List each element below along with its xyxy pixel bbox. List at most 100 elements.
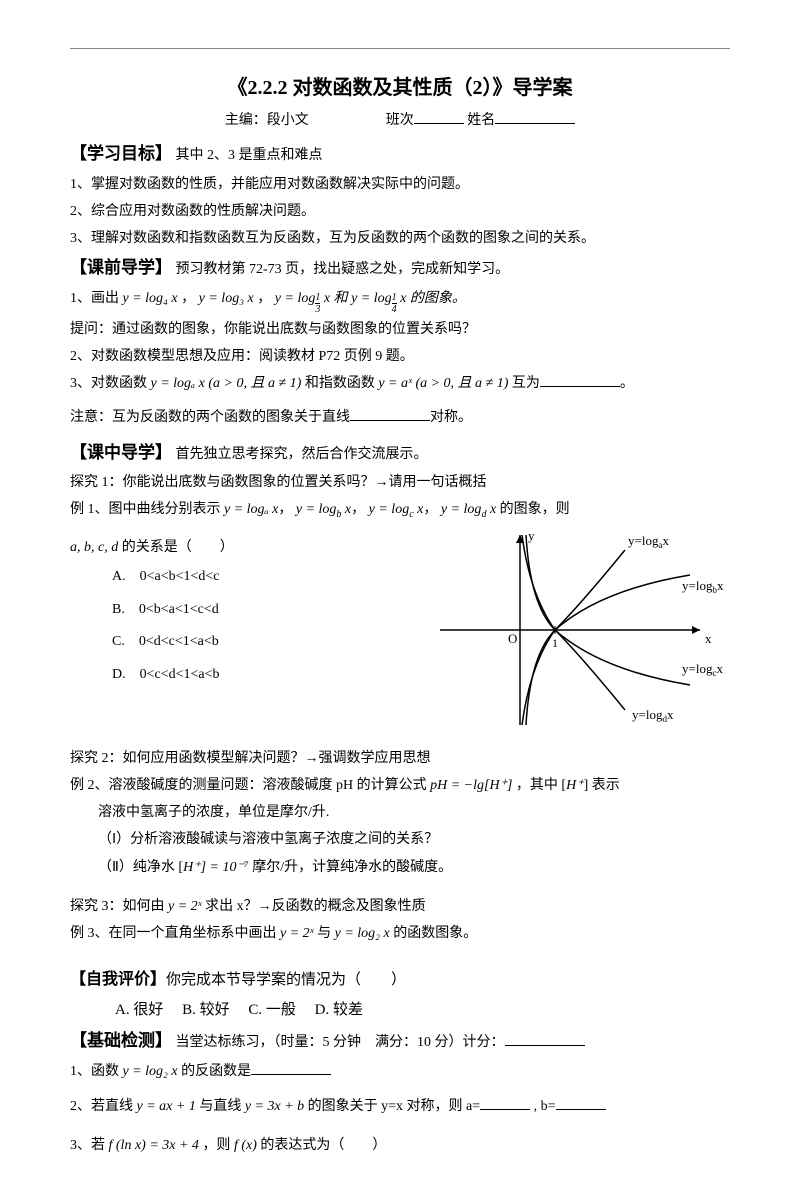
s3-e1: 例 1、图中曲线分别表示 y = logₐ x， y = logb x， y =… (70, 497, 730, 522)
origin-label: O (508, 631, 517, 646)
s3-e3-f1: y = 2ˣ (280, 926, 314, 941)
s4-head: 【自我评价】 (70, 971, 166, 988)
s3-e2-ii-pre: （Ⅱ）纯净水 [ (98, 860, 183, 875)
s3-e2-post: ] 表示 (584, 778, 620, 793)
s2-head: 【课前导学】 (70, 258, 172, 277)
s5-q2-post: 的图象关于 y=x 对称，则 a= (308, 1099, 481, 1114)
opt-a[interactable]: A. 0<a<b<1<d<c (112, 562, 430, 593)
s3-e1-post: 的图象，则 (500, 502, 570, 517)
s3-e2-i: （Ⅰ）分析溶液酸碱读与溶液中氢离子浓度之间的关系？ (98, 827, 730, 852)
s3-e3-f2: y = log₂ x (335, 926, 390, 941)
s3-e1-f2: y = logb x (296, 502, 351, 517)
s3-e2-ii-f: H⁺] = 10⁻⁷ (183, 860, 249, 875)
s5-q2-pre: 2、若直线 (70, 1099, 137, 1114)
y-label: y (528, 528, 535, 543)
s2-q1-pre: 1、画出 (70, 291, 123, 306)
s5-q3-f1: f (ln x) = 3x + 4 (109, 1138, 199, 1153)
opt-d[interactable]: D. 0<c<d<1<a<b (112, 660, 430, 691)
s5-q2: 2、若直线 y = ax + 1 与直线 y = 3x + b 的图象关于 y=… (70, 1094, 730, 1119)
s2-q1-f4a: y = log (351, 291, 392, 306)
s2-note2-post: 对称。 (430, 410, 472, 425)
s5-q1-blank[interactable] (251, 1060, 331, 1075)
s4-d[interactable]: D. 较差 (315, 1002, 363, 1018)
name-blank[interactable] (495, 109, 575, 124)
name-label: 姓名 (467, 113, 495, 128)
s5-q3-pre: 3、若 (70, 1138, 109, 1153)
s2-q1-m1: ， (181, 291, 195, 306)
s3-e1-pre: 例 1、图中曲线分别表示 (70, 502, 224, 517)
s5-q2-b-blank[interactable] (556, 1095, 606, 1110)
s3-e2: 例 2、溶液酸碱度的测量问题：溶液酸碱度 pH 的计算公式 pH = −lg[H… (70, 773, 730, 798)
log-chart: O x y 1 y=logax y=logbx y=logcx y=logdx (430, 525, 730, 744)
s2-q3-blank[interactable] (540, 372, 620, 387)
s5-q3-mid: ，则 (202, 1138, 234, 1153)
s3-t3: 探究 3：如何由 y = 2ˣ 求出 x？→反函数的概念及图象性质 (70, 894, 730, 919)
s3-head: 【课中导学】 (70, 443, 172, 462)
s5-q1: 1、函数 y = log₂ x 的反函数是 (70, 1059, 730, 1084)
s3-t1: 探究 1：你能说出底数与函数图象的位置关系吗？→请用一句话概括 (70, 470, 730, 495)
s4-c[interactable]: C. 一般 (248, 1002, 296, 1018)
s5-note: 当堂达标练习，（时量：5 分钟 满分：10 分）计分： (176, 1035, 505, 1050)
s2-q3: 3、对数函数 y = logₐ x (a > 0, 且 a ≠ 1) 和指数函数… (70, 371, 730, 396)
class-blank[interactable] (414, 109, 464, 124)
s2-q1-f3b: x 和 (320, 291, 351, 306)
s5-score-blank[interactable] (505, 1031, 585, 1046)
s2-q3-pre: 3、对数函数 (70, 376, 151, 391)
s5-q3-f2: f (x) (234, 1138, 257, 1153)
s1-p3: 3、理解对数函数和指数函数互为反函数，互为反函数的两个函数的图象之间的关系。 (70, 226, 730, 251)
s5-q1-post: 的反函数是 (181, 1064, 251, 1079)
s3-e2-ii-post: 摩尔/升，计算纯净水的酸碱度。 (249, 860, 452, 875)
s2-q1-f4: y = log14 x 的图象。 (351, 291, 466, 306)
s5-q2-f1: y = ax + 1 (137, 1099, 196, 1114)
page-top-rule (70, 48, 730, 49)
s5-q1-pre: 1、函数 (70, 1064, 123, 1079)
s5-head: 【基础检测】 (70, 1031, 172, 1050)
s2-q1-m2: ， (257, 291, 271, 306)
s5-q3-post: 的表达式为（ ） (260, 1138, 386, 1153)
s3-e1-f1: y = logₐ x (224, 502, 278, 517)
s3-t3-post: 求出 x？→反函数的概念及图象性质 (205, 899, 426, 914)
page-title: 《2.2.2 对数函数及其性质（2）》导学案 (70, 70, 730, 106)
s2-q1: 1、画出 y = log₄ x ， y = log₃ x ， y = log13… (70, 286, 730, 315)
s3-e2-l2: 溶液中氢离子的浓度，单位是摩尔/升. (98, 800, 730, 825)
s2-note2-blank[interactable] (350, 406, 430, 421)
s2-q2: 2、对数函数模型思想及应用：阅读教材 P72 页例 9 题。 (70, 344, 730, 369)
s2-q1-f1: y = log₄ x (123, 291, 178, 306)
s3-e3-pre: 例 3、在同一个直角坐标系中画出 (70, 926, 280, 941)
s4-a[interactable]: A. 很好 (115, 1002, 163, 1018)
s5-q3: 3、若 f (ln x) = 3x + 4 ，则 f (x) 的表达式为（ ） (70, 1133, 730, 1158)
s3-e2-hp: H⁺ (566, 778, 584, 793)
s2-q3-mid: 和指数函数 (305, 376, 379, 391)
s4-b[interactable]: B. 较好 (182, 1002, 230, 1018)
s3-e2-pre: 例 2、溶液酸碱度的测量问题：溶液酸碱度 pH 的计算公式 (70, 778, 430, 793)
one-label: 1 (552, 636, 558, 650)
s1-p2: 2、综合应用对数函数的性质解决问题。 (70, 199, 730, 224)
s2-note: 预习教材第 72-73 页，找出疑惑之处，完成新知学习。 (176, 262, 510, 277)
c1: ， (278, 502, 292, 517)
class-label: 班次 (386, 113, 414, 128)
s3-e1-f4: y = logd x (441, 502, 496, 517)
s3-note: 首先独立思考探究，然后合作交流展示。 (176, 447, 428, 462)
s3-t3-pre: 探究 3：如何由 (70, 899, 168, 914)
subhead: 主编：段小文 班次 姓名 (70, 108, 730, 133)
s3-e1-f3: y = logc x (369, 502, 424, 517)
s5-q2-a-blank[interactable] (480, 1095, 530, 1110)
s5-q2-f2: y = 3x + b (245, 1099, 304, 1114)
s3-t3-f: y = 2ˣ (168, 899, 202, 914)
s2-q1-f2: y = log₃ x (199, 291, 254, 306)
s2-q1-f3: y = log13 x 和 (275, 291, 351, 306)
editor-label: 主编：段小文 (225, 113, 309, 128)
opt-c[interactable]: C. 0<d<c<1<a<b (112, 627, 430, 658)
s4-options: A. 很好 B. 较好 C. 一般 D. 较差 (115, 997, 730, 1024)
s3-e2-ii: （Ⅱ）纯净水 [H⁺] = 10⁻⁷ 摩尔/升，计算纯净水的酸碱度。 (98, 855, 730, 880)
curve-a-label: y=logax (628, 533, 669, 550)
s3-rel: a, b, c, d a, b, c, d 的关系是（ ）的关系是（ ） (70, 535, 430, 560)
c2: ， (351, 502, 365, 517)
opt-b[interactable]: B. 0<b<a<1<c<d (112, 595, 430, 626)
s1-note: 其中 2、3 是重点和难点 (176, 148, 323, 163)
s2-q1-f4b: x 的图象。 (397, 291, 466, 306)
curve-b-label: y=logbx (682, 578, 724, 595)
s3-e2-mid: ，其中 [ (516, 778, 566, 793)
s3-e3: 例 3、在同一个直角坐标系中画出 y = 2ˣ 与 y = log₂ x 的函数… (70, 921, 730, 946)
s3-t2: 探究 2：如何应用函数模型解决问题？→强调数学应用思想 (70, 746, 730, 771)
